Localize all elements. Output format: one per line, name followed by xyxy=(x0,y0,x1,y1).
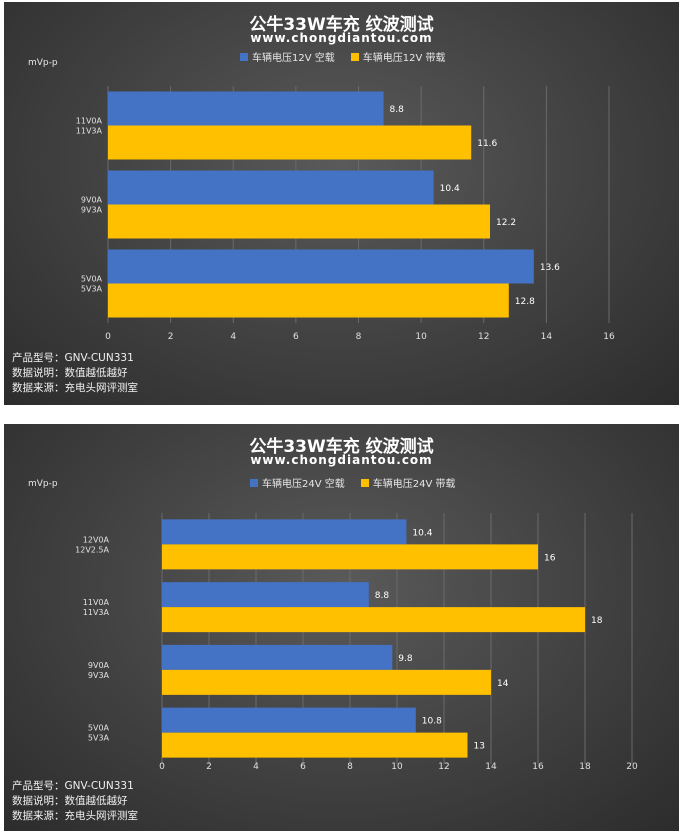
x-tick-label: 2 xyxy=(168,332,174,342)
bar-noload xyxy=(108,170,434,205)
chart-panel-24v: 公牛33W车充 纹波测试 www.chongdiantou.com mVp-p … xyxy=(4,424,679,831)
x-tick-label: 10 xyxy=(415,332,427,342)
legend-swatch-blue xyxy=(250,478,258,487)
x-tick-label: 2 xyxy=(206,762,212,772)
chart-subtitle: www.chongdiantou.com xyxy=(250,31,433,45)
data-label: 13.6 xyxy=(540,263,560,273)
data-label: 13 xyxy=(474,742,485,752)
x-tick-label: 14 xyxy=(485,762,497,772)
category-label: 9V3A xyxy=(88,671,110,680)
data-label: 12.8 xyxy=(515,297,535,307)
legend-label: 车辆电压12V 带载 xyxy=(362,53,446,64)
x-tick-label: 12 xyxy=(438,762,449,772)
data-label: 18 xyxy=(591,616,603,626)
category-label: 11V0A xyxy=(83,598,110,607)
x-tick-label: 16 xyxy=(532,762,544,772)
chart-title: 公牛33W车充 纹波测试 xyxy=(249,437,434,457)
legend-item-noload: 车辆电压12V 空载 xyxy=(240,49,335,64)
category-label: 11V3A xyxy=(76,127,103,136)
bar-noload xyxy=(162,707,416,733)
category-label: 5V0A xyxy=(81,275,103,284)
x-tick-label: 0 xyxy=(159,762,165,772)
x-tick-label: 8 xyxy=(347,762,353,772)
legend-swatch-yellow xyxy=(360,478,369,487)
legend: 车辆电压24V 空载 车辆电压24V 带载 xyxy=(250,475,456,490)
chart-subtitle: www.chongdiantou.com xyxy=(250,453,433,467)
data-label: 12.2 xyxy=(496,218,516,228)
legend-label: 车辆电压12V 空载 xyxy=(252,53,335,64)
note-line: 产品型号：GNV-CUN331 xyxy=(12,352,134,364)
y-unit-label: mVp-p xyxy=(28,58,58,68)
category-label: 11V0A xyxy=(76,117,103,126)
data-label: 11.6 xyxy=(477,139,497,149)
legend-item-load: 车辆电压24V 带载 xyxy=(360,475,456,490)
x-tick-label: 6 xyxy=(293,332,299,342)
bar-load xyxy=(162,607,585,633)
x-tick-label: 4 xyxy=(230,332,236,342)
bar-load xyxy=(108,283,509,318)
data-label: 10.4 xyxy=(412,528,432,538)
x-tick-label: 8 xyxy=(356,332,362,342)
legend-label: 车辆电压24V 空载 xyxy=(262,479,345,490)
data-label: 14 xyxy=(497,679,509,689)
note-line: 数据来源：充电头网评测室 xyxy=(12,810,138,822)
x-tick-label: 18 xyxy=(579,762,591,772)
data-label: 8.8 xyxy=(390,105,405,115)
x-tick-label: 0 xyxy=(105,332,111,342)
note-line: 产品型号：GNV-CUN331 xyxy=(12,780,134,792)
category-label: 5V3A xyxy=(81,285,103,294)
data-label: 16 xyxy=(544,553,556,563)
note-line: 数据来源：充电头网评测室 xyxy=(12,382,138,394)
x-tick-label: 4 xyxy=(253,762,259,772)
legend-label: 车辆电压24V 带载 xyxy=(372,479,456,490)
bar-noload xyxy=(108,91,384,126)
bar-noload xyxy=(162,644,393,670)
chart-notes: 产品型号：GNV-CUN331 数据说明：数值越低越好 数据来源：充电头网评测室 xyxy=(12,779,138,824)
x-tick-label: 20 xyxy=(626,762,638,772)
category-label: 5V0A xyxy=(88,724,110,733)
legend-item-load: 车辆电压12V 带载 xyxy=(350,49,446,64)
data-label: 9.8 xyxy=(398,654,413,664)
bar-load xyxy=(162,669,491,695)
x-tick-label: 12 xyxy=(478,332,489,342)
y-unit-label: mVp-p xyxy=(28,479,58,489)
legend-swatch-yellow xyxy=(350,52,359,61)
bar-noload xyxy=(162,582,369,608)
category-label: 11V3A xyxy=(83,608,110,617)
chart-panel-12v: 公牛33W车充 纹波测试 www.chongdiantou.com mVp-p … xyxy=(4,2,679,405)
legend: 车辆电压12V 空载 车辆电压12V 带载 xyxy=(240,49,446,64)
bar-load xyxy=(162,732,468,758)
category-label: 9V0A xyxy=(88,661,110,670)
data-label: 8.8 xyxy=(375,591,390,601)
data-label: 10.4 xyxy=(440,184,460,194)
bar-noload xyxy=(108,249,534,284)
note-line: 数据说明：数值越低越好 xyxy=(12,367,128,379)
bar-load xyxy=(108,204,491,239)
legend-item-noload: 车辆电压24V 空载 xyxy=(250,475,345,490)
legend-swatch-blue xyxy=(240,52,248,61)
x-tick-label: 16 xyxy=(603,332,615,342)
category-label: 9V0A xyxy=(81,196,103,205)
x-tick-label: 6 xyxy=(300,762,306,772)
chart-title: 公牛33W车充 纹波测试 xyxy=(249,15,434,35)
bar-load xyxy=(108,125,472,160)
category-label: 5V3A xyxy=(88,734,110,743)
category-label: 12V0A xyxy=(83,535,110,544)
chart-notes: 产品型号：GNV-CUN331 数据说明：数值越低越好 数据来源：充电头网评测室 xyxy=(12,351,138,396)
data-label: 10.8 xyxy=(422,717,442,727)
bar-load xyxy=(162,544,538,570)
x-tick-label: 14 xyxy=(541,332,553,342)
category-label: 12V2.5A xyxy=(75,545,109,554)
category-label: 9V3A xyxy=(81,206,103,215)
x-tick-label: 10 xyxy=(391,762,403,772)
bar-noload xyxy=(162,519,407,545)
note-line: 数据说明：数值越低越好 xyxy=(12,795,128,807)
